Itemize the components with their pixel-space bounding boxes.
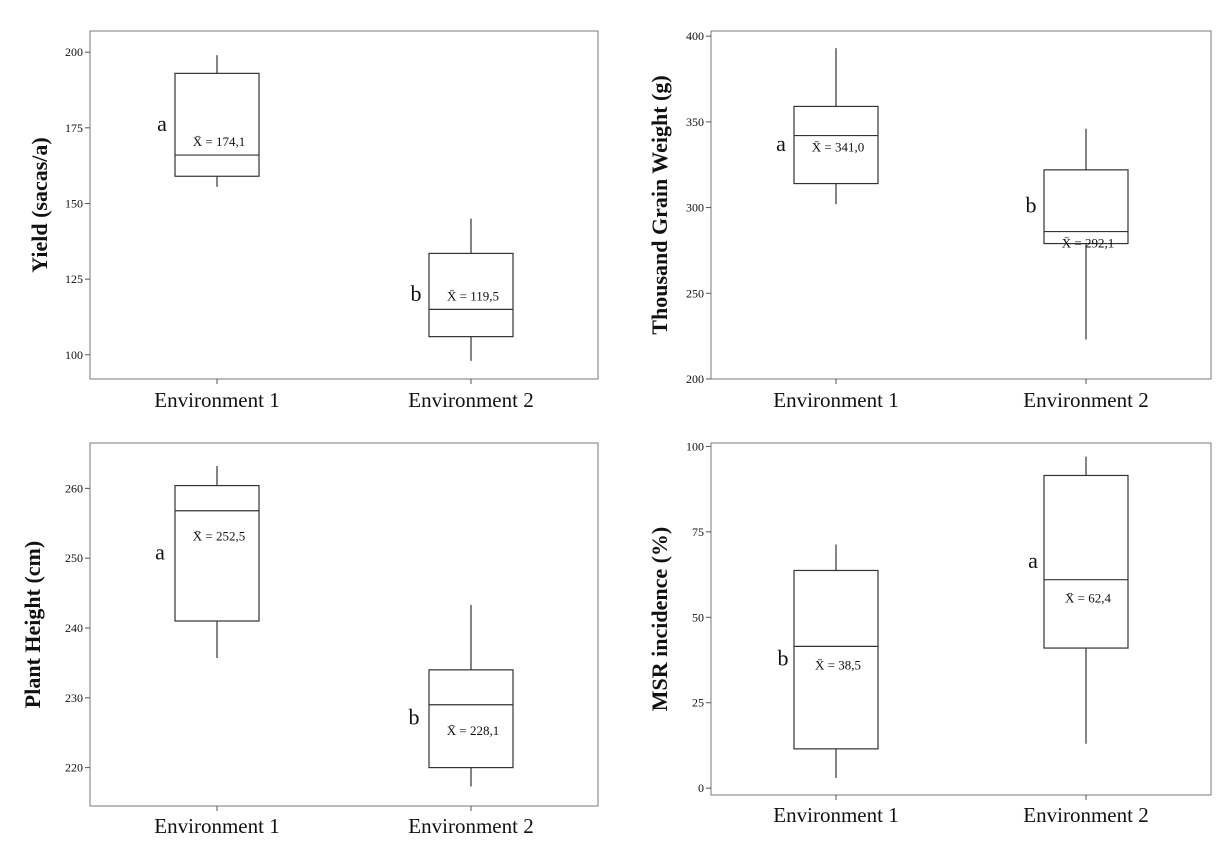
y-axis-label: Yield (sacas/a)	[27, 137, 52, 272]
x-category-label: Environment 1	[154, 814, 279, 838]
mean-label: X̄ = 62,4	[1065, 591, 1111, 606]
y-tick-label: 250	[686, 286, 704, 300]
plot-frame	[89, 30, 599, 380]
y-tick-label: 230	[65, 691, 83, 705]
chart-panel-4: 0 25 50 75 100 MSR incidence (%) Environment 1…	[647, 439, 1212, 827]
mean-label: X̄ = 292,1	[1062, 236, 1114, 251]
y-tick-label: 100	[65, 348, 83, 362]
y-tick-label: 100	[686, 439, 704, 453]
mean-label: X̄ = 228,1	[447, 723, 499, 738]
chart-panel-2: 200 250 300 350 400 Thousand Grain Weight (g)…	[647, 29, 1212, 412]
y-tick-label: 50	[692, 610, 704, 624]
significance-letter: a	[157, 111, 167, 136]
y-tick-label: 25	[692, 696, 704, 710]
plot-frame	[710, 442, 1212, 796]
y-axis-label: Thousand Grain Weight (g)	[647, 75, 672, 334]
box-plot-1: X̄ = 174,1 a	[157, 55, 260, 187]
y-tick-label: 350	[686, 115, 704, 129]
y-tick-label: 240	[65, 621, 83, 635]
y-tick-label: 300	[686, 201, 704, 215]
box-plot-1: X̄ = 252,5 a	[155, 466, 260, 659]
iqr-box	[793, 569, 879, 750]
box-plot-1: X̄ = 38,5 b	[778, 544, 879, 778]
significance-letter: b	[411, 281, 422, 306]
mean-label: X̄ = 119,5	[447, 288, 499, 303]
significance-letter: b	[409, 705, 420, 730]
y-tick-label: 400	[686, 29, 704, 43]
y-tick-label: 250	[65, 551, 83, 565]
y-tick-label: 150	[65, 196, 83, 210]
plot-frame	[710, 30, 1212, 380]
mean-label: X̄ = 252,5	[193, 529, 245, 544]
x-category-label: Environment 1	[773, 388, 898, 412]
iqr-box	[1043, 474, 1129, 649]
iqr-box	[428, 252, 514, 338]
iqr-box	[1043, 169, 1129, 245]
x-category-label: Environment 1	[773, 803, 898, 827]
y-tick-label: 125	[65, 272, 83, 286]
x-category-label: Environment 2	[1023, 388, 1148, 412]
iqr-box	[793, 105, 879, 185]
y-tick-label: 260	[65, 481, 83, 495]
significance-letter: a	[776, 131, 786, 156]
mean-label: X̄ = 38,5	[815, 657, 861, 672]
mean-label: X̄ = 174,1	[193, 134, 245, 149]
y-axis-label: MSR incidence (%)	[647, 527, 672, 712]
plot-frame	[89, 442, 599, 807]
box-plot-2: X̄ = 62,4 a	[1028, 456, 1129, 744]
significance-letter: a	[1028, 548, 1038, 573]
y-tick-label: 0	[698, 781, 704, 795]
chart-panel-1: 100 125 150 175 200 Yield (sacas/a) Environmen…	[27, 30, 599, 412]
x-category-label: Environment 1	[154, 388, 279, 412]
y-tick-label: 220	[65, 761, 83, 775]
significance-letter: b	[778, 646, 789, 671]
y-tick-label: 200	[65, 45, 83, 59]
x-category-label: Environment 2	[1023, 803, 1148, 827]
box-plot-1: X̄ = 341,0 a	[776, 48, 879, 205]
y-tick-label: 75	[692, 525, 704, 539]
significance-letter: b	[1026, 193, 1037, 218]
mean-label: X̄ = 341,0	[812, 140, 864, 155]
iqr-box	[174, 484, 260, 622]
y-tick-label: 200	[686, 372, 704, 386]
box-plot-2: X̄ = 292,1 b	[1026, 128, 1129, 340]
iqr-box	[174, 72, 260, 177]
x-category-label: Environment 2	[408, 814, 533, 838]
y-tick-label: 175	[65, 121, 83, 135]
box-plot-2: X̄ = 119,5 b	[411, 218, 514, 361]
iqr-box	[428, 669, 514, 769]
y-axis-label: Plant Height (cm)	[20, 541, 45, 708]
significance-letter: a	[155, 539, 165, 564]
box-plot-2: X̄ = 228,1 b	[409, 604, 514, 787]
chart-panel-3: 220 230 240 250 260 Plant Height (cm) Environm…	[20, 442, 599, 838]
x-category-label: Environment 2	[408, 388, 533, 412]
